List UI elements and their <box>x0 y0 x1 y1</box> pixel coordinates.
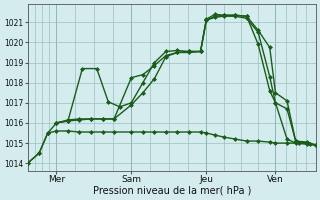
X-axis label: Pression niveau de la mer( hPa ): Pression niveau de la mer( hPa ) <box>92 186 251 196</box>
